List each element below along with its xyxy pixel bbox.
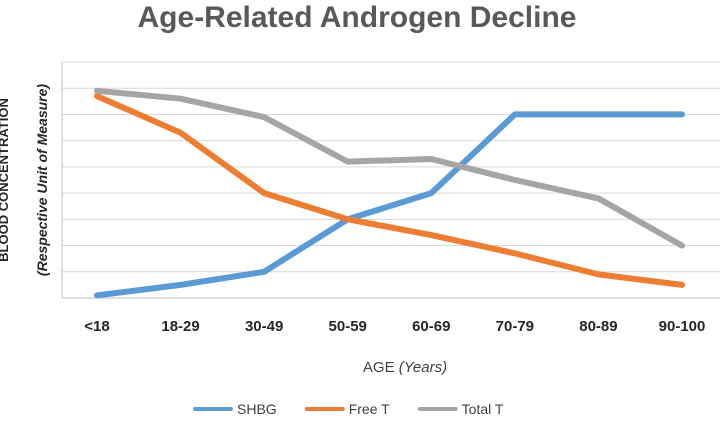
chart-title: Age-Related Androgen Decline [138,1,577,34]
x-tick-label: 70-79 [496,318,534,335]
x-tick-label: 50-59 [329,318,367,335]
series-lines [94,87,685,299]
x-tick-label: 18-29 [161,318,199,335]
x-tick-label: <18 [84,318,109,335]
x-tick-label: 30-49 [245,318,283,335]
x-tick-label: 90-100 [659,318,706,335]
x-tick-label: 80-89 [579,318,617,335]
y-axis-label-sub-group: (Respective Unit of Measure) [34,84,50,276]
series-line-shbg [94,111,685,299]
y-axis-label-main: BLOOD CONCENTRATION [0,98,11,262]
y-axis-label-sub: (Respective Unit of Measure) [34,84,50,276]
gridlines [62,61,720,273]
x-axis-label: AGE (Years) [363,359,447,376]
x-tick-labels: <18 18-29 30-49 50-59 60-69 70-79 80-89 90-100 [84,318,705,335]
axes [61,62,720,299]
x-axis-label-unit: (Years) [399,359,447,376]
y-axis-label-main-group: BLOOD CONCENTRATION [0,98,11,262]
legend-label-total-t: Total T [462,401,504,417]
x-axis-label-main: AGE [363,359,395,376]
legend-label-shbg: SHBG [237,401,277,417]
series-line-total-t [94,87,685,249]
x-tick-label: 60-69 [412,318,450,335]
legend: SHBG Free T Total T [193,401,504,417]
legend-label-free-t: Free T [349,401,390,417]
series-line-free-t [94,93,685,288]
